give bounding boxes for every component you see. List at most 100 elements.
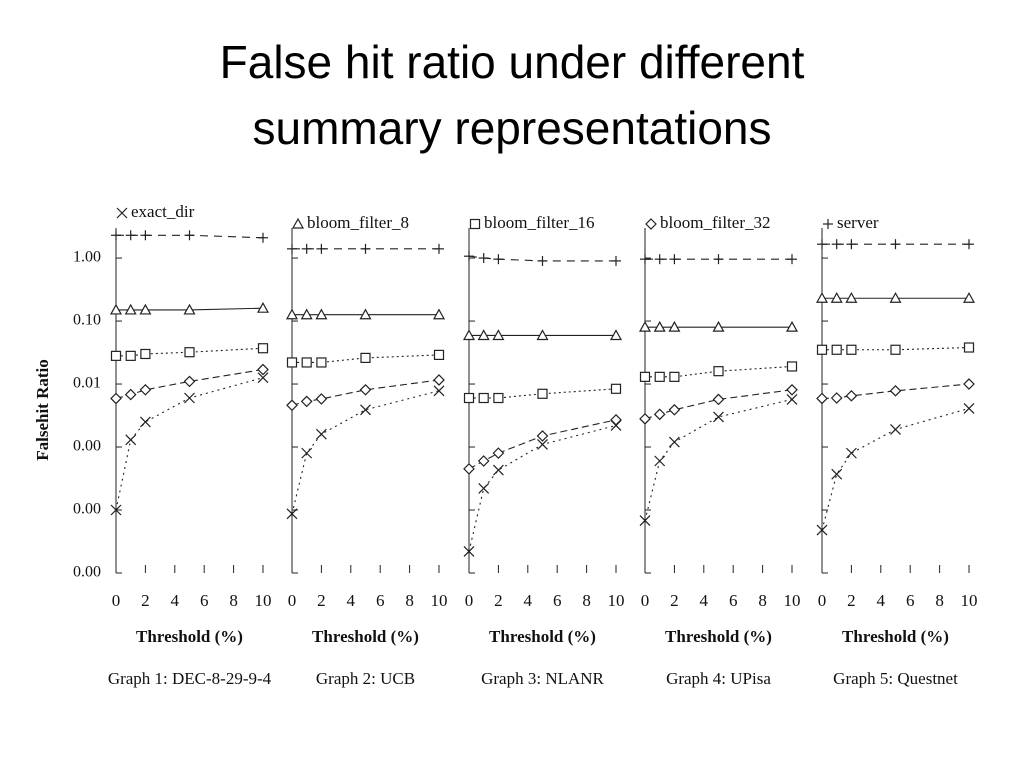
marker-shape bbox=[462, 329, 476, 341]
x-tick-label: 4 bbox=[347, 591, 356, 610]
x-axis-label: Threshold (%) bbox=[312, 627, 419, 646]
marker bbox=[846, 239, 857, 250]
marker bbox=[463, 463, 475, 475]
marker-shape bbox=[124, 388, 137, 401]
marker bbox=[140, 230, 151, 241]
marker-shape bbox=[184, 347, 195, 358]
marker bbox=[316, 243, 327, 254]
marker bbox=[536, 430, 549, 442]
marker-shape bbox=[140, 348, 151, 360]
marker bbox=[360, 352, 371, 363]
marker-shape bbox=[359, 308, 372, 320]
marker bbox=[257, 372, 269, 384]
caption: Graph 2: UCB bbox=[316, 669, 415, 688]
caption: Graph 5: Questnet bbox=[833, 669, 958, 688]
marker bbox=[845, 292, 858, 303]
marker-shape bbox=[669, 371, 680, 382]
legend-label: bloom_filter_8 bbox=[307, 213, 409, 232]
x-tick-label: 6 bbox=[906, 591, 915, 610]
marker bbox=[477, 455, 490, 467]
marker bbox=[111, 230, 121, 241]
x-axis-label: Threshold (%) bbox=[842, 627, 949, 646]
marker bbox=[110, 350, 122, 361]
marker-shape bbox=[653, 408, 666, 421]
marker bbox=[964, 239, 974, 250]
x-axis-label: Threshold (%) bbox=[665, 627, 772, 646]
marker-shape bbox=[300, 308, 313, 320]
marker bbox=[537, 438, 548, 450]
marker-shape bbox=[889, 384, 902, 397]
marker-stroke bbox=[360, 404, 371, 416]
marker bbox=[669, 254, 680, 265]
marker bbox=[668, 320, 681, 332]
marker bbox=[359, 308, 372, 320]
marker-shape bbox=[654, 371, 665, 382]
marker-shape bbox=[315, 393, 328, 405]
marker bbox=[316, 357, 327, 368]
marker bbox=[610, 383, 622, 394]
y-tick-label: 0.00 bbox=[73, 438, 101, 455]
marker bbox=[653, 320, 666, 332]
marker bbox=[845, 447, 857, 459]
marker bbox=[712, 393, 725, 406]
marker-shape bbox=[463, 463, 475, 475]
marker-shape bbox=[257, 363, 269, 376]
x-tick-label: 10 bbox=[784, 591, 801, 610]
marker bbox=[787, 254, 797, 265]
marker-shape bbox=[645, 218, 657, 230]
marker bbox=[640, 254, 650, 265]
x-tick-label: 6 bbox=[376, 591, 385, 610]
slide-title: summary representations bbox=[253, 102, 772, 154]
marker bbox=[184, 392, 195, 404]
series-line bbox=[291, 379, 440, 406]
y-tick-label: 1.00 bbox=[73, 249, 101, 266]
marker bbox=[256, 301, 270, 313]
marker bbox=[537, 388, 548, 399]
marker-shape bbox=[963, 342, 975, 353]
x-tick-label: 0 bbox=[112, 591, 121, 610]
marker bbox=[433, 374, 445, 386]
marker bbox=[830, 292, 843, 303]
marker-stroke bbox=[537, 438, 548, 450]
marker bbox=[125, 350, 136, 361]
marker-stroke bbox=[668, 436, 680, 448]
marker bbox=[462, 329, 476, 341]
marker bbox=[654, 371, 665, 382]
marker-shape bbox=[638, 320, 652, 332]
marker-shape bbox=[110, 392, 122, 405]
marker bbox=[258, 232, 268, 243]
marker-shape bbox=[831, 344, 842, 355]
marker bbox=[831, 344, 842, 355]
marker bbox=[301, 243, 312, 254]
caption: Graph 4: UPisa bbox=[666, 669, 771, 688]
marker-shape bbox=[610, 414, 622, 426]
marker-shape bbox=[360, 352, 371, 363]
marker bbox=[124, 303, 137, 315]
marker-shape bbox=[316, 357, 327, 368]
marker bbox=[846, 344, 857, 355]
marker-shape bbox=[889, 292, 902, 303]
marker bbox=[830, 392, 843, 404]
legend-label: exact_dir bbox=[131, 202, 195, 221]
x-tick-label: 6 bbox=[553, 591, 562, 610]
marker-stroke bbox=[890, 424, 901, 435]
marker-stroke bbox=[125, 434, 137, 446]
marker bbox=[537, 255, 548, 266]
marker bbox=[654, 254, 665, 265]
marker-shape bbox=[712, 393, 725, 406]
marker-shape bbox=[139, 383, 152, 396]
marker bbox=[286, 399, 298, 412]
marker-shape bbox=[786, 383, 798, 396]
marker-shape bbox=[110, 350, 122, 361]
marker-shape bbox=[830, 292, 843, 303]
marker-stroke bbox=[713, 411, 724, 423]
marker bbox=[477, 329, 490, 341]
marker-shape bbox=[537, 388, 548, 399]
x-tick-label: 0 bbox=[465, 591, 474, 610]
marker-shape bbox=[639, 371, 651, 382]
y-tick-label: 0.00 bbox=[73, 564, 101, 581]
legend-label: server bbox=[837, 213, 879, 232]
marker bbox=[286, 357, 298, 368]
x-tick-label: 4 bbox=[877, 591, 886, 610]
